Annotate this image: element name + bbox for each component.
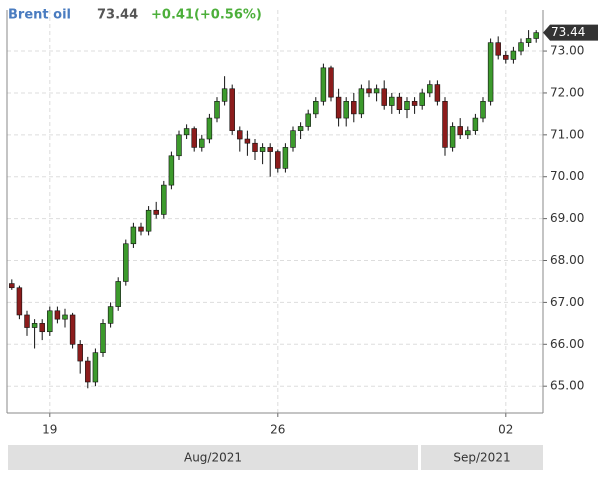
period-bar (8, 445, 418, 470)
period-bar (421, 445, 543, 470)
y-tick-label: 65.00 (550, 379, 584, 393)
candle-body (320, 67, 327, 102)
candle-body (229, 88, 235, 131)
candle-body (465, 130, 471, 136)
candle-body (381, 88, 387, 106)
candle-body (313, 101, 319, 115)
candle-body (138, 226, 144, 232)
candle-body (100, 323, 106, 353)
candle-body (335, 96, 342, 119)
y-tick-label: 71.00 (550, 127, 584, 141)
y-tick-label: 68.00 (550, 253, 584, 267)
candle-body (54, 310, 61, 320)
candle-body (404, 101, 410, 111)
x-tick-label: 02 (498, 423, 513, 437)
candle-body (343, 101, 349, 119)
candle-body (77, 343, 83, 362)
candle-body (237, 130, 243, 140)
candle-body (252, 142, 258, 152)
candle-body (533, 32, 539, 39)
candle-body (176, 134, 182, 157)
candle-body (389, 96, 395, 106)
candle-body (328, 67, 334, 98)
candle-body (244, 138, 251, 144)
x-tick-label: 19 (42, 423, 57, 437)
candle-body (434, 84, 441, 102)
candle-body (183, 128, 190, 136)
x-tick-label: 26 (270, 423, 285, 437)
y-tick-label: 67.00 (550, 295, 584, 309)
candle-body (503, 54, 509, 60)
candle-body (442, 101, 448, 148)
change: +0.41(+0.56%) (151, 8, 262, 23)
period-label: Sep/2021 (453, 451, 510, 465)
y-tick-label: 66.00 (550, 337, 584, 351)
candle-body (267, 147, 273, 152)
candle-body (62, 314, 68, 320)
candle-body (221, 88, 228, 102)
candle-body (85, 360, 91, 383)
candle-body (47, 310, 53, 333)
candle-body (480, 101, 486, 119)
y-tick-label: 73.00 (550, 44, 584, 58)
candle-body (297, 126, 304, 131)
candle-body (92, 352, 99, 383)
candle-body (487, 42, 494, 102)
candle-body (115, 281, 121, 307)
last-price-marker (543, 24, 598, 41)
price: 73.44 (97, 8, 138, 23)
period-label: Aug/2021 (184, 451, 242, 465)
candle-body (411, 101, 418, 106)
candle-body (457, 126, 463, 136)
candle-body (153, 209, 159, 215)
y-tick-label: 70.00 (550, 169, 584, 183)
candle-body (419, 92, 425, 106)
candle-body (161, 184, 167, 215)
candle-body (275, 151, 281, 169)
candle-body (358, 88, 365, 115)
candle-body (282, 147, 289, 169)
candle-body (396, 96, 403, 111)
candle-body (191, 128, 197, 148)
candle-body (290, 130, 296, 148)
candle-body (449, 126, 456, 148)
candle-body (259, 147, 266, 152)
last-price-label: 73.44 (551, 25, 585, 39)
candle-body (39, 323, 45, 333)
y-tick-label: 72.00 (550, 85, 584, 99)
candle-body (107, 306, 114, 324)
candle-body (9, 283, 15, 289)
candle-body (351, 101, 357, 115)
candle-body (199, 138, 205, 148)
candle-body (130, 226, 137, 245)
candle-body (24, 314, 30, 328)
candle-body (214, 101, 220, 119)
candle-body (472, 117, 479, 131)
candle-body (510, 50, 517, 60)
candle-body (69, 314, 76, 345)
candle-body (16, 287, 23, 316)
candle-body (145, 209, 152, 232)
candle-body (495, 42, 501, 56)
candle-body (373, 88, 380, 94)
candle-body (168, 155, 175, 186)
candle-body (366, 88, 372, 94)
instrument-name: Brent oil (8, 8, 71, 23)
candle-body (427, 84, 433, 94)
candle-body (518, 42, 524, 52)
candle-body (525, 38, 532, 43)
candle-body (305, 113, 311, 127)
candle-body (31, 323, 38, 328)
y-tick-label: 69.00 (550, 211, 584, 225)
candle-body (123, 243, 129, 282)
candle-body (206, 117, 213, 140)
